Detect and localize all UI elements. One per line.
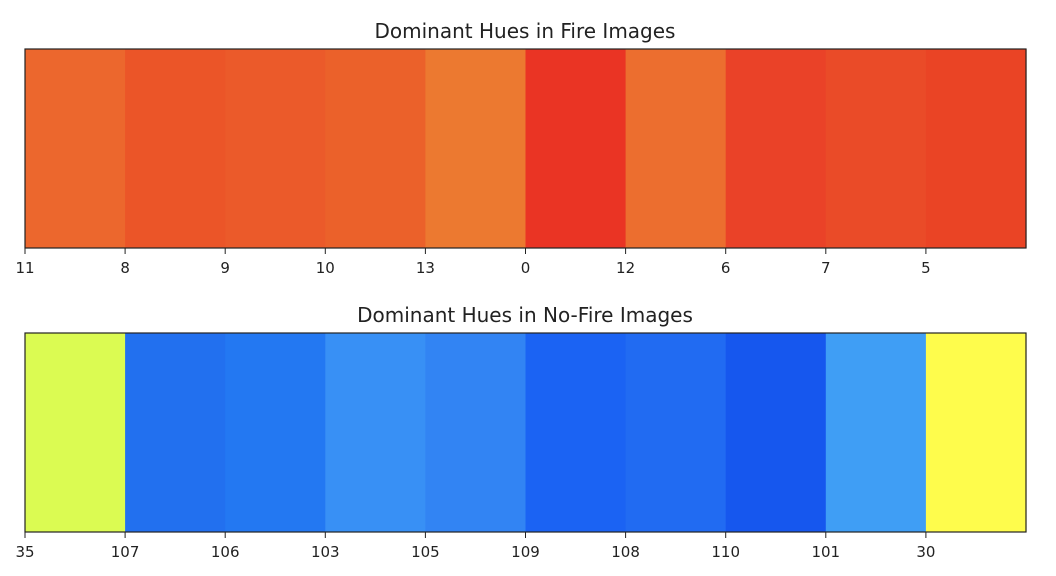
fire-hue-cell	[725, 49, 827, 248]
fire-x-tick-label: 12	[616, 259, 635, 277]
nofire-x-tick-label: 30	[916, 543, 935, 561]
fire-hue-cell	[125, 49, 226, 248]
fire-x-tick-label: 9	[220, 259, 230, 277]
fire-x-tick-label: 7	[821, 259, 831, 277]
fire-x-tick-label: 13	[416, 259, 435, 277]
fire-hue-cell	[225, 49, 326, 248]
nofire-hue-cell	[325, 333, 426, 532]
nofire-x-tick-label: 103	[311, 543, 340, 561]
nofire-hue-cell	[125, 333, 226, 532]
nofire-hue-cell	[725, 333, 827, 532]
nofire-x-tick-label: 105	[411, 543, 440, 561]
fire-hue-cell	[425, 49, 527, 248]
nofire-hue-cell	[425, 333, 527, 532]
nofire-hue-cell	[925, 333, 1027, 532]
fire-hue-cell	[325, 49, 426, 248]
fire-x-tick-label: 11	[15, 259, 34, 277]
nofire-x-tick-label: 106	[211, 543, 240, 561]
nofire-x-tick-label: 101	[811, 543, 840, 561]
nofire-chart-title: Dominant Hues in No-Fire Images	[357, 303, 693, 327]
nofire-x-tick-label: 108	[611, 543, 640, 561]
nofire-x-tick-label: 110	[711, 543, 740, 561]
fire-hue-cell	[25, 49, 126, 248]
nofire-x-tick-label: 107	[111, 543, 140, 561]
fire-x-tick-label: 8	[120, 259, 130, 277]
nofire-hue-strip: 35 107 106 103 105 109 108 110 101 30	[15, 332, 1027, 561]
fire-hue-strip: 11 8 9 10 13 0 12 6 7 5	[15, 48, 1027, 277]
fire-x-tick-label: 0	[521, 259, 531, 277]
nofire-hue-cell	[225, 333, 326, 532]
fire-hue-cell	[625, 49, 727, 248]
nofire-hue-cell	[825, 333, 927, 532]
fire-hue-cell	[925, 49, 1027, 248]
nofire-hue-cell	[525, 333, 627, 532]
fire-x-tick-label: 6	[721, 259, 731, 277]
nofire-hue-cell	[25, 333, 126, 532]
nofire-hue-cell	[625, 333, 727, 532]
fire-x-tick-label: 5	[921, 259, 931, 277]
fire-x-tick-label: 10	[316, 259, 335, 277]
fire-hue-cell	[525, 49, 627, 248]
nofire-x-tick-label: 35	[15, 543, 34, 561]
nofire-x-tick-label: 109	[511, 543, 540, 561]
fire-hue-cell	[825, 49, 927, 248]
fire-chart-title: Dominant Hues in Fire Images	[375, 19, 676, 43]
